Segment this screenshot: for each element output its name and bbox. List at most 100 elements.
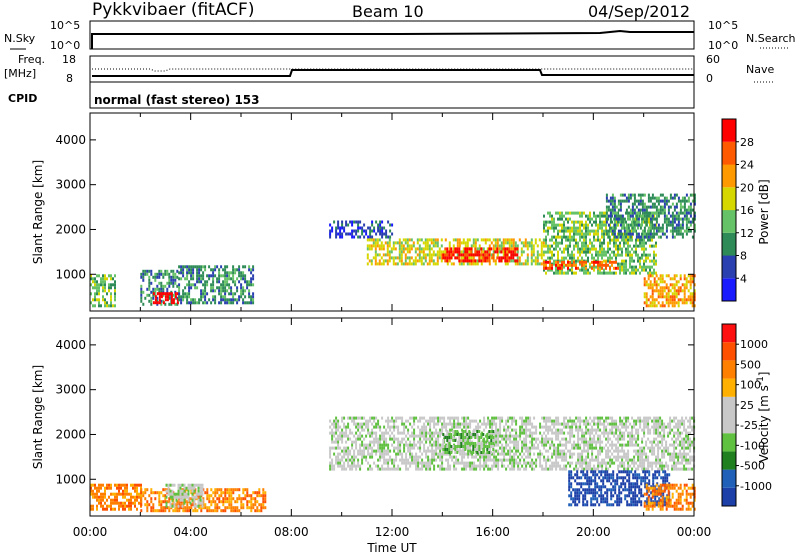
power-cell — [500, 247, 503, 251]
velocity-cell — [481, 422, 484, 426]
power-cell — [603, 229, 605, 233]
velocity-cell — [335, 437, 338, 441]
velocity-cell — [158, 491, 161, 495]
velocity-cell — [463, 452, 466, 456]
power-cell — [368, 244, 371, 248]
power-cell — [649, 253, 651, 257]
velocity-cell — [169, 489, 172, 493]
velocity-cell — [183, 495, 186, 499]
power-cell — [492, 238, 495, 242]
power-cell — [567, 217, 569, 221]
power-cell — [172, 284, 175, 288]
velocity-cell — [481, 443, 484, 447]
power-cell — [613, 220, 616, 224]
power-cell — [585, 235, 587, 239]
velocity-cell — [563, 455, 566, 459]
power-cell — [671, 295, 674, 299]
velocity-cell — [581, 437, 584, 441]
power-cell — [236, 277, 239, 281]
velocity-cell — [331, 461, 334, 465]
power-cell — [543, 260, 545, 264]
power-cell — [232, 268, 235, 272]
velocity-cell — [475, 467, 478, 471]
power-cell — [146, 293, 149, 297]
power-cell — [563, 256, 565, 260]
power-cell — [685, 223, 688, 227]
power-cell — [663, 199, 666, 203]
power-cell — [599, 226, 601, 230]
power-cell — [154, 272, 157, 276]
power-cell — [617, 266, 619, 270]
power-cell — [613, 214, 616, 218]
power-cell — [609, 211, 612, 215]
velocity-cell — [262, 500, 265, 504]
power-cell — [575, 232, 577, 236]
velocity-cell — [511, 419, 514, 423]
power-cell — [651, 214, 654, 218]
velocity-cell — [337, 434, 340, 438]
power-cell — [591, 253, 593, 257]
power-cell — [368, 238, 371, 242]
power-cell — [647, 271, 649, 275]
velocity-cell — [609, 461, 612, 465]
power-cell — [619, 220, 621, 224]
power-cell — [623, 262, 625, 266]
velocity-cell — [222, 503, 225, 507]
power-cell — [214, 289, 217, 293]
power-cell — [382, 259, 385, 263]
power-cell — [148, 287, 151, 291]
power-cell — [94, 292, 96, 296]
power-cell — [534, 256, 537, 260]
power-cell — [657, 223, 660, 227]
velocity-cell — [173, 504, 176, 508]
power-cell — [182, 271, 185, 275]
power-cell — [613, 196, 616, 200]
power-cell — [504, 262, 507, 266]
power-cell — [252, 283, 255, 287]
power-colorbar-swatch — [722, 210, 736, 233]
velocity-cell — [489, 446, 492, 450]
velocity-cell — [577, 458, 580, 462]
power-cell — [641, 247, 643, 251]
power-cell — [569, 253, 571, 257]
power-cell — [619, 232, 622, 236]
velocity-cell — [124, 489, 126, 493]
velocity-cell — [177, 486, 180, 490]
velocity-cell — [128, 501, 130, 505]
velocity-cell — [575, 467, 578, 471]
power-cell — [430, 259, 433, 263]
velocity-cell — [421, 428, 424, 432]
power-cell — [90, 274, 92, 278]
power-cell — [494, 250, 497, 254]
power-cell — [589, 220, 591, 224]
power-cell — [583, 211, 585, 215]
power-cell — [502, 256, 505, 260]
velocity-cell — [449, 455, 452, 459]
power-cell — [380, 244, 383, 248]
power-cell — [480, 259, 483, 263]
power-cell — [555, 263, 557, 267]
velocity-cell — [511, 416, 514, 420]
velocity-cell — [455, 467, 458, 471]
power-cell — [466, 262, 469, 266]
velocity-cell — [581, 461, 584, 465]
power-colorbar-label-1: 8 — [740, 250, 747, 263]
power-cell — [551, 266, 553, 270]
velocity-cell — [431, 431, 434, 435]
velocity-cell — [595, 422, 598, 426]
velocity-cell — [405, 452, 408, 456]
power-cell — [170, 295, 173, 299]
power-cell — [176, 298, 179, 302]
velocity-cell — [529, 452, 532, 456]
power-cell — [406, 238, 409, 242]
velocity-cell — [197, 486, 200, 490]
velocity-cell — [130, 483, 132, 487]
velocity-cell — [343, 431, 346, 435]
power-cell — [603, 259, 605, 263]
power-cell — [607, 250, 609, 254]
velocity-cell — [371, 452, 374, 456]
power-cell — [526, 244, 529, 248]
power-cell — [432, 262, 435, 266]
power-cell — [647, 229, 649, 233]
power-cell — [589, 229, 591, 233]
